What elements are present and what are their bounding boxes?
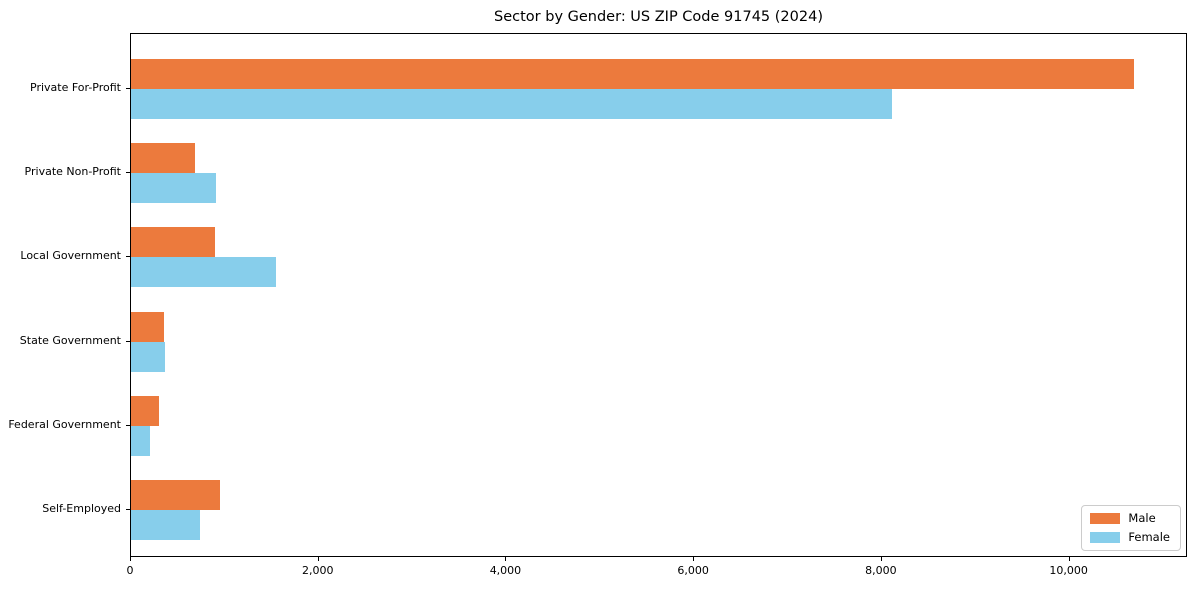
x-tick-mark bbox=[130, 557, 131, 561]
x-tick-mark bbox=[1068, 557, 1070, 561]
y-tick-label-local-government: Local Government bbox=[20, 249, 121, 263]
y-tick-mark bbox=[126, 509, 130, 510]
y-tick-label-state-government: State Government bbox=[19, 333, 121, 347]
bar-male-private-for-profit bbox=[131, 59, 1134, 89]
y-tick-label-private-for-profit: Private For-Profit bbox=[30, 81, 121, 94]
x-tick-label-10000: 10,000 bbox=[1049, 564, 1088, 577]
legend: Male Female bbox=[1081, 505, 1181, 551]
y-tick-mark bbox=[126, 172, 130, 174]
legend-item-male: Male bbox=[1090, 512, 1170, 525]
bar-male-state-government bbox=[131, 311, 164, 342]
x-tick-label-0: 0 bbox=[126, 564, 134, 577]
y-tick-mark bbox=[126, 424, 130, 426]
chart-title: Sector by Gender: US ZIP Code 91745 (202… bbox=[494, 9, 823, 25]
bar-male-self-employed bbox=[131, 480, 220, 510]
x-tick-mark bbox=[693, 557, 695, 561]
legend-label-male: Male bbox=[1128, 511, 1156, 525]
x-tick-label-6000: 6,000 bbox=[677, 564, 709, 577]
bar-female-federal-government bbox=[131, 425, 150, 456]
plot-area: Male Female bbox=[130, 33, 1187, 557]
bar-male-federal-government bbox=[131, 395, 159, 426]
bar-female-private-for-profit bbox=[131, 89, 892, 119]
female-swatch-icon bbox=[1090, 532, 1121, 543]
y-tick-label-federal-government: Federal Government bbox=[8, 417, 121, 431]
bar-female-self-employed bbox=[131, 510, 200, 540]
x-tick-mark bbox=[317, 557, 319, 561]
x-tick-label-2000: 2,000 bbox=[301, 564, 334, 577]
bar-female-state-government bbox=[131, 341, 165, 372]
x-tick-label-8000: 8,000 bbox=[865, 564, 897, 577]
legend-label-female: Female bbox=[1128, 530, 1170, 544]
y-tick-label-private-non-profit: Private Non-Profit bbox=[24, 165, 121, 179]
y-tick-mark bbox=[126, 340, 130, 342]
y-tick-label-self-employed: Self-Employed bbox=[42, 502, 121, 515]
y-tick-mark bbox=[126, 88, 130, 89]
male-swatch-icon bbox=[1090, 513, 1121, 524]
x-tick-mark bbox=[505, 557, 507, 561]
legend-item-female: Female bbox=[1090, 531, 1170, 544]
bar-female-local-government bbox=[131, 257, 276, 288]
bar-male-private-non-profit bbox=[131, 143, 195, 174]
bar-female-private-non-profit bbox=[131, 173, 216, 204]
x-tick-label-4000: 4,000 bbox=[489, 564, 522, 577]
y-tick-mark bbox=[126, 256, 130, 258]
x-tick-mark bbox=[880, 557, 882, 561]
bar-male-local-government bbox=[131, 227, 215, 258]
